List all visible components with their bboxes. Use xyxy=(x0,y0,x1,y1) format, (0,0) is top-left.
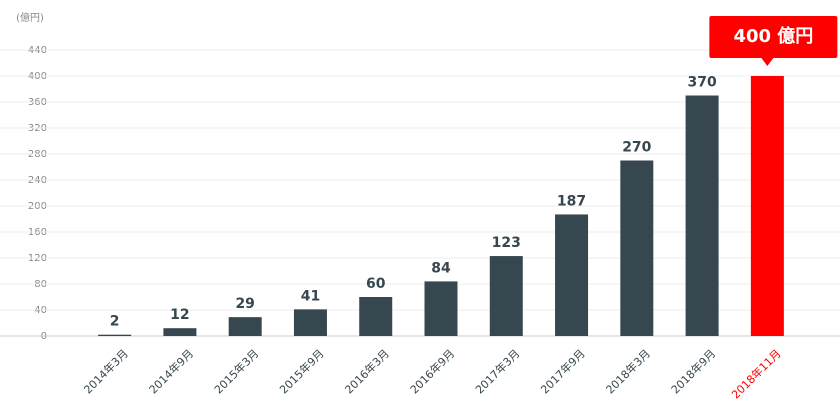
x-tick-label: 2018年9月 xyxy=(668,346,718,396)
value-label: 29 xyxy=(235,296,254,312)
value-label: 60 xyxy=(366,276,386,292)
bar xyxy=(685,95,719,336)
bar xyxy=(293,309,327,336)
callout-pointer xyxy=(761,58,774,66)
x-tick-label: 2017年9月 xyxy=(538,346,588,396)
x-tick-label: 2018年11月 xyxy=(728,346,783,401)
value-label: 123 xyxy=(492,235,521,251)
value-label: 84 xyxy=(431,260,451,276)
bar xyxy=(620,160,654,336)
x-tick-label: 2014年9月 xyxy=(146,346,196,396)
bar xyxy=(228,317,262,336)
x-tick-label: 2015年3月 xyxy=(211,346,261,396)
y-unit: (億円) xyxy=(16,11,44,24)
value-label: 400 億円 xyxy=(733,25,813,47)
bar xyxy=(163,328,197,336)
x-tick-label: 2016年3月 xyxy=(342,346,392,396)
bar xyxy=(424,281,458,336)
bar xyxy=(98,334,132,336)
value-label: 41 xyxy=(301,288,320,304)
x-tick-label: 2017年3月 xyxy=(472,346,522,396)
x-tick-label: 2018年3月 xyxy=(603,346,653,396)
x-tick-label: 2016年9月 xyxy=(407,346,457,396)
value-label: 187 xyxy=(557,193,586,209)
value-label: 2 xyxy=(110,314,120,330)
bar xyxy=(750,76,784,336)
callout-box xyxy=(709,16,838,58)
x-tick-label: 2015年9月 xyxy=(276,346,326,396)
value-label: 370 xyxy=(687,75,716,91)
value-label: 12 xyxy=(170,307,189,323)
x-tick-label: 2014年3月 xyxy=(81,346,131,396)
bar xyxy=(555,214,589,336)
value-label: 270 xyxy=(622,140,651,156)
bar xyxy=(489,256,523,336)
bar xyxy=(359,297,393,336)
